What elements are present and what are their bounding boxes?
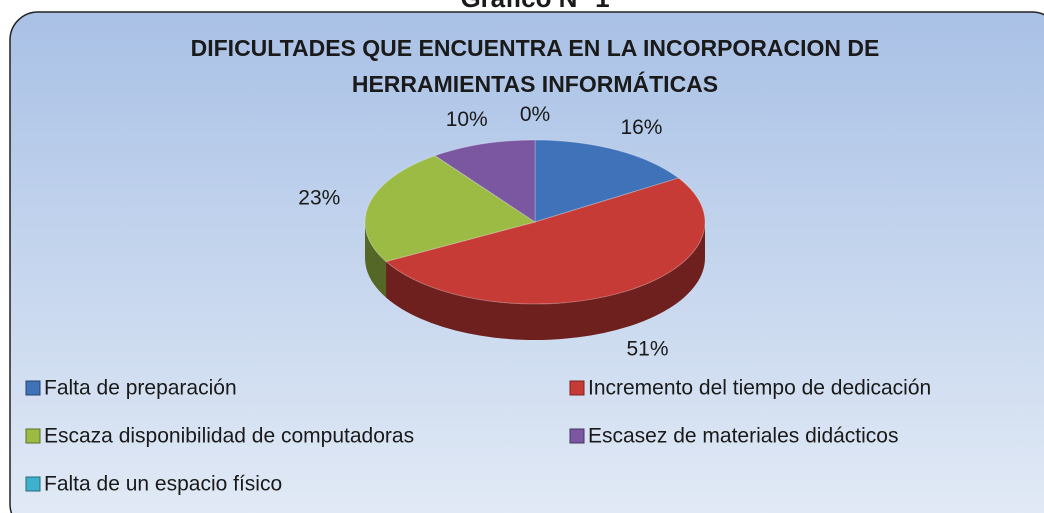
data-label: 0% (520, 103, 550, 126)
pie-slice-side (386, 222, 705, 341)
legend-swatch (25, 428, 41, 444)
chart-title: HERRAMIENTAS INFORMÁTICAS (352, 70, 718, 97)
chart-title: DIFICULTADES QUE ENCUENTRA EN LA INCORPO… (191, 35, 880, 61)
pie-slice (433, 139, 536, 223)
legend-label: Incremento del tiempo de dedicación (588, 377, 931, 400)
pie-slice-side (365, 222, 387, 298)
legend-label: Falta de un espacio físico (44, 473, 282, 496)
pie-slice (384, 177, 706, 305)
data-label: 10% (446, 108, 488, 131)
pie-slice (534, 139, 680, 223)
legend-label: Falta de preparación (44, 377, 237, 400)
pie-slice (364, 155, 537, 263)
legend-label: Escaza disponibilidad de computadoras (44, 425, 414, 448)
legend-swatch (25, 476, 41, 492)
data-label: 51% (626, 337, 668, 360)
legend-swatch (569, 428, 585, 444)
legend-swatch (25, 380, 41, 396)
header: Gráfico N° 1 (460, 0, 609, 13)
data-label: 16% (620, 116, 662, 139)
legend-swatch (569, 380, 585, 396)
legend-label: Escasez de materiales didácticos (588, 425, 898, 448)
data-label: 23% (298, 186, 340, 209)
